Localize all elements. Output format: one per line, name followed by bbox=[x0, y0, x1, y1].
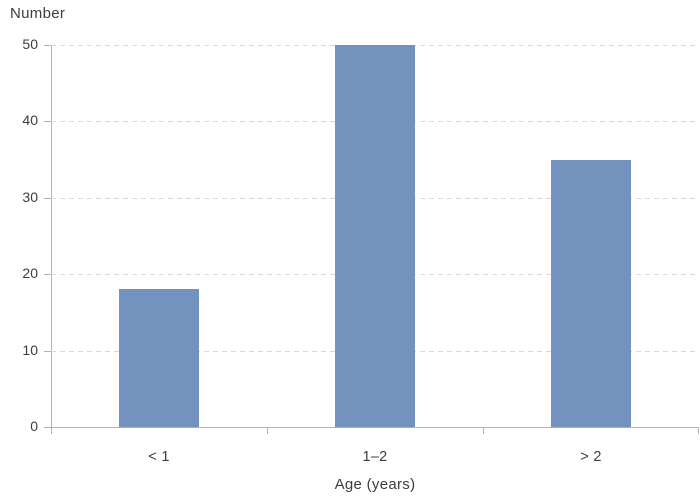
y-axis-labels: 0 10 20 30 40 50 bbox=[0, 36, 51, 434]
y-tick-label-20: 20 bbox=[22, 265, 38, 282]
y-tick-30 bbox=[44, 197, 51, 199]
bar-1 bbox=[119, 289, 199, 427]
y-tick-0 bbox=[44, 427, 51, 428]
x-tick-1 bbox=[267, 427, 268, 434]
x-category-label-2: 1–2 bbox=[362, 449, 388, 465]
x-tick-0 bbox=[51, 427, 52, 434]
x-tick-3 bbox=[698, 427, 699, 434]
x-category-label-3: > 2 bbox=[580, 449, 602, 465]
y-tick-10 bbox=[44, 350, 51, 352]
bar-3 bbox=[551, 159, 631, 427]
y-tick-label-0: 0 bbox=[30, 418, 38, 434]
y-axis-line bbox=[51, 45, 52, 427]
y-tick-label-40: 40 bbox=[22, 112, 38, 129]
x-axis-title: Age (years) bbox=[334, 476, 416, 493]
x-tick-2 bbox=[483, 427, 484, 434]
y-axis-title: Number bbox=[10, 5, 66, 22]
y-tick-label-50: 50 bbox=[22, 36, 38, 52]
y-tick-label-10: 10 bbox=[22, 341, 38, 358]
plot-area: < 1 1–2 > 2 bbox=[44, 45, 699, 465]
x-category-label-1: < 1 bbox=[148, 449, 170, 465]
y-tick-40 bbox=[44, 121, 51, 123]
bar-2 bbox=[335, 45, 415, 427]
y-tick-50 bbox=[44, 45, 51, 46]
x-axis-line bbox=[51, 427, 699, 428]
y-tick-20 bbox=[44, 274, 51, 276]
y-tick-label-30: 30 bbox=[22, 188, 38, 205]
